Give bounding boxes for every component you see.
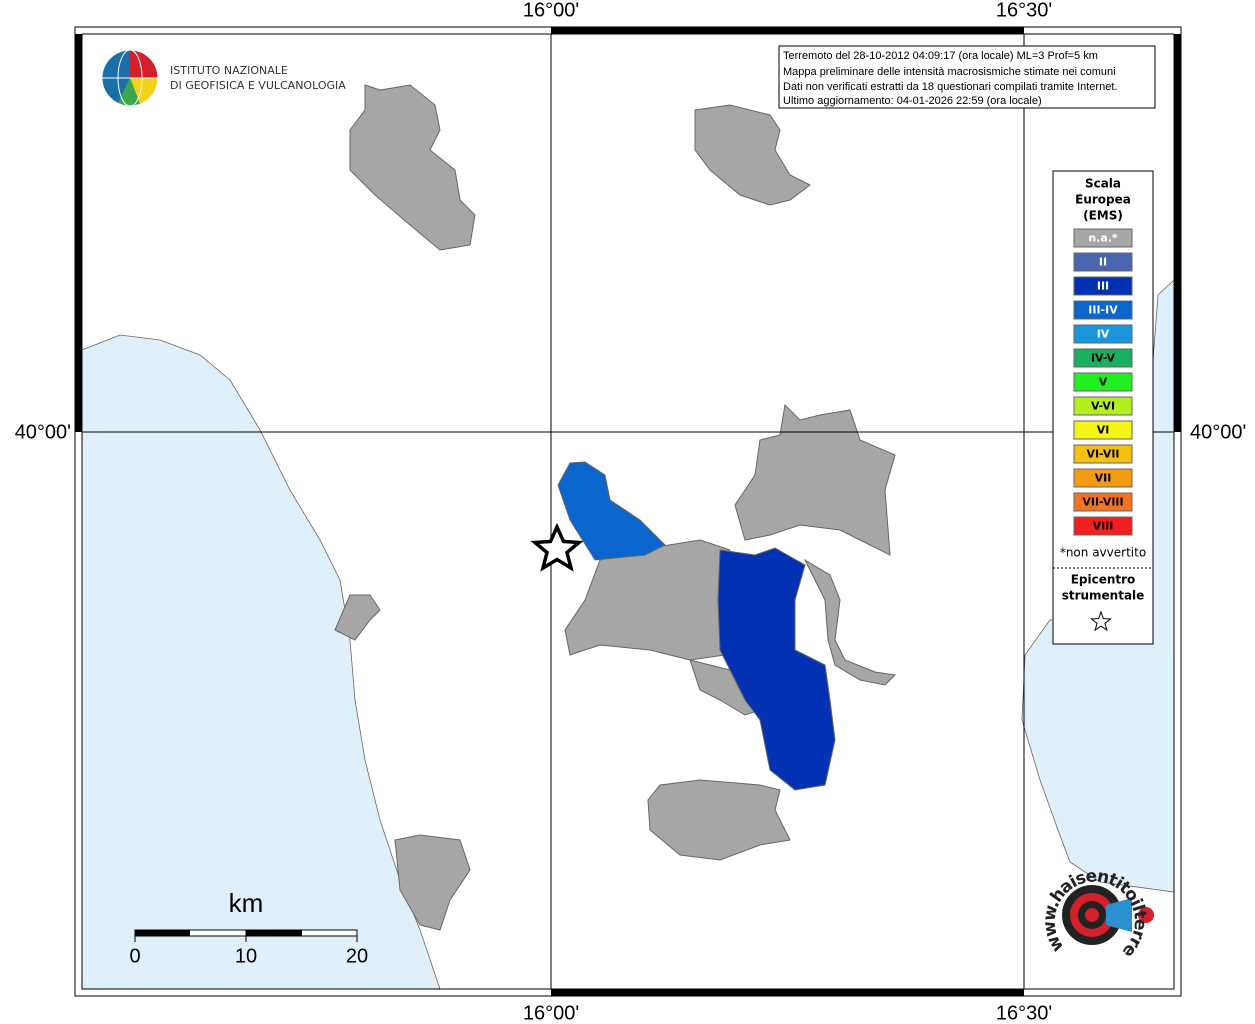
scale-tick: 20 (346, 945, 368, 967)
legend: Scala Europea (EMS) *non avvertito Epice… (1052, 170, 1154, 645)
lon-label: 16°00' (523, 0, 579, 21)
municipality (349, 84, 476, 251)
municipality (803, 558, 897, 686)
lat-label: 40°00' (1190, 421, 1246, 443)
legend-swatch (1073, 444, 1133, 464)
legend-title: Scala (1085, 177, 1121, 191)
legend-swatch (1073, 228, 1133, 248)
logo-text: ISTITUTO NAZIONALE (170, 64, 288, 77)
legend-label: III-IV (1088, 304, 1118, 317)
legend-epicenter: Epicentro (1071, 573, 1136, 587)
legend-label: V-VI (1091, 400, 1115, 413)
ingv-logo: ISTITUTO NAZIONALE DI GEOFISICA E VULCAN… (101, 49, 346, 107)
legend-label: VI (1097, 424, 1110, 437)
legend-label: V (1099, 376, 1108, 389)
legend-swatch (1073, 516, 1133, 536)
municipality (717, 547, 836, 791)
lon-label: 16°30' (996, 1002, 1052, 1024)
legend-swatch (1073, 420, 1133, 440)
epicenter (530, 522, 584, 572)
municipality (334, 594, 381, 641)
municipality (394, 834, 471, 931)
legend-swatch (1073, 372, 1133, 392)
legend-swatch (1073, 324, 1133, 344)
scale-tick: 10 (235, 945, 257, 967)
legend-swatch (1073, 396, 1133, 416)
info-line: Terremoto del 28-10-2012 04:09:17 (ora l… (783, 50, 1098, 62)
info-box: Terremoto del 28-10-2012 04:09:17 (ora l… (778, 45, 1156, 109)
legend-swatch (1073, 492, 1133, 512)
legend-title: Europea (1075, 193, 1131, 207)
lon-label: 16°00' (523, 1002, 579, 1024)
legend-label: VI-VII (1086, 448, 1119, 461)
municipality (694, 104, 811, 206)
scale-bar: km 0 10 20 (129, 888, 368, 967)
info-line: Ultimo aggiornamento: 04-01-2026 22:59 (… (783, 95, 1042, 107)
municipality (734, 403, 896, 556)
legend-label: III (1097, 280, 1109, 293)
graticule (82, 34, 1174, 989)
logo-text: DI GEOFISICA E VULCANOLOGIA (170, 79, 346, 92)
legend-star (1090, 610, 1112, 632)
info-line: Mappa preliminare delle intensità macros… (783, 66, 1116, 78)
legend-label: IV (1097, 328, 1110, 341)
scale-unit: km (229, 888, 264, 918)
municipalities (334, 84, 897, 931)
legend-swatch (1073, 348, 1133, 368)
info-line: Dati non verificati estratti da 18 quest… (783, 81, 1117, 93)
legend-label: VII-VIII (1082, 496, 1123, 509)
legend-swatch (1073, 468, 1133, 488)
legend-label: VIII (1093, 520, 1114, 533)
legend-swatch (1073, 276, 1133, 296)
legend-note: *non avvertito (1060, 546, 1146, 560)
legend-swatch (1073, 300, 1133, 320)
municipality (647, 779, 791, 861)
lon-label: 16°30' (996, 0, 1052, 21)
legend-epicenter: strumentale (1062, 589, 1145, 603)
lat-label: 40°00' (15, 421, 71, 443)
legend-label: IV-V (1091, 352, 1116, 365)
legend-label: n.a.* (1088, 232, 1118, 245)
municipality (557, 461, 666, 561)
legend-label: II (1099, 256, 1107, 269)
legend-title: (EMS) (1083, 209, 1123, 223)
scale-tick: 0 (129, 945, 140, 967)
legend-label: VII (1095, 472, 1112, 485)
frame (74, 26, 1182, 997)
legend-swatch (1073, 252, 1133, 272)
